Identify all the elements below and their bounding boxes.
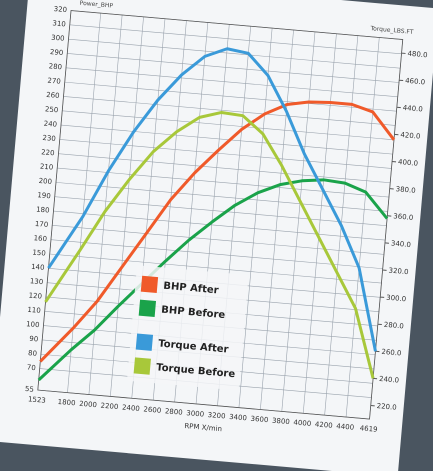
- y2-tick-label: 340.0: [391, 239, 412, 249]
- y-tick-label: 240: [43, 120, 57, 129]
- series-line: [37, 178, 389, 382]
- x-tick-label: 4000: [293, 418, 311, 428]
- y-tick-label: 120: [28, 291, 42, 300]
- x-tick-label: 2200: [100, 402, 118, 412]
- grid-line: [64, 81, 397, 112]
- x-tick-label: 2000: [79, 400, 97, 410]
- x-tick-label: 4619: [359, 424, 377, 434]
- grid-line: [69, 24, 402, 55]
- y-tick-label: 280: [48, 62, 62, 71]
- grid-line: [65, 67, 398, 98]
- grid-line: [50, 239, 383, 269]
- grid-line: [57, 167, 389, 198]
- grid-line: [60, 124, 393, 155]
- grid-line: [58, 153, 391, 184]
- grid-line: [53, 210, 386, 241]
- y2-tick-label: 300.0: [386, 294, 407, 304]
- x-tick-label: 4200: [315, 420, 333, 430]
- series-line: [47, 47, 377, 352]
- grid-line: [52, 225, 384, 255]
- x-tick-label: 3800: [272, 417, 290, 427]
- y-tick-label: 250: [45, 105, 59, 114]
- grid-line: [260, 29, 294, 410]
- y-axis-title: Power_BHP: [79, 0, 113, 10]
- y-tick-label: 55: [25, 385, 35, 394]
- grid-line: [281, 31, 316, 412]
- grid-line: [302, 33, 337, 414]
- y2-tick-label: 320.0: [388, 267, 409, 277]
- y2-tick-label: 220.0: [376, 402, 397, 412]
- y2-tick-label: 360.0: [393, 212, 414, 222]
- series-line: [44, 110, 375, 379]
- grid-line: [63, 96, 396, 126]
- legend-swatch: [138, 299, 157, 317]
- y-tick-label: 100: [26, 320, 40, 329]
- y-tick-label: 70: [26, 363, 36, 372]
- y-tick-label: 310: [52, 19, 66, 28]
- y-tick-label: 210: [40, 163, 54, 172]
- legend-box: [126, 265, 249, 391]
- y-tick-label: 110: [27, 306, 41, 315]
- y2-axis-title: Torque_LBS.FT: [369, 25, 414, 36]
- y2-tick-label: 380.0: [395, 185, 416, 195]
- y2-tick-label: 480.0: [407, 50, 428, 60]
- x-tick-label: 3000: [186, 409, 204, 419]
- y-tick-label: 300: [51, 34, 65, 43]
- legend-label: BHP After: [163, 281, 219, 297]
- y-tick-label: 90: [29, 335, 39, 344]
- y-tick-label: 320: [53, 5, 67, 14]
- grid-line: [67, 53, 400, 83]
- y-tick-label: 160: [33, 234, 47, 243]
- legend-swatch: [140, 275, 159, 294]
- x-axis-title: RPM X/min: [184, 422, 222, 433]
- x-tick-label: 2600: [143, 405, 161, 415]
- x-tick-label: 3600: [250, 415, 268, 425]
- x-tick-label: 3200: [207, 411, 225, 421]
- y-tick-label: 170: [35, 220, 49, 229]
- grid-line: [62, 110, 395, 141]
- legend-swatch: [135, 333, 154, 351]
- x-tick-label: 2800: [165, 407, 183, 417]
- grid-line: [345, 37, 380, 418]
- y2-tick-label: 460.0: [405, 77, 426, 87]
- y2-tick-label: 440.0: [402, 104, 423, 114]
- plot-frame: [37, 10, 404, 420]
- grid-line: [238, 28, 273, 408]
- y-tick-label: 270: [47, 77, 61, 86]
- grid-line: [54, 196, 387, 227]
- y-tick-label: 80: [28, 349, 38, 358]
- grid-line: [59, 139, 392, 169]
- y-tick-label: 260: [46, 91, 60, 100]
- y2-tick-label: 420.0: [400, 131, 421, 141]
- y-tick-label: 150: [32, 248, 46, 257]
- x-tick-label: 1523: [28, 395, 46, 405]
- y-tick-label: 140: [31, 263, 45, 272]
- x-tick-label: 2400: [122, 403, 140, 413]
- y2-tick-label: 280.0: [383, 321, 404, 331]
- x-tick-label: 4400: [336, 422, 354, 432]
- y-tick-label: 130: [30, 277, 44, 286]
- x-tick-label: 1800: [57, 398, 75, 408]
- legend-swatch: [133, 357, 151, 375]
- y2-tick-label: 260.0: [381, 348, 402, 358]
- y2-tick-label: 400.0: [398, 158, 419, 168]
- y-tick-label: 190: [37, 191, 51, 200]
- series-line: [39, 100, 396, 363]
- y2-tick-label: 240.0: [379, 375, 400, 385]
- x-tick-label: 3400: [229, 413, 247, 423]
- grid-line: [68, 38, 401, 69]
- grid-line: [110, 16, 144, 397]
- y-tick-label: 230: [42, 134, 56, 143]
- y-tick-label: 290: [50, 48, 64, 57]
- y-tick-label: 180: [36, 206, 50, 215]
- grid-line: [49, 253, 382, 284]
- y-tick-label: 200: [38, 177, 52, 186]
- y-tick-label: 220: [41, 148, 55, 157]
